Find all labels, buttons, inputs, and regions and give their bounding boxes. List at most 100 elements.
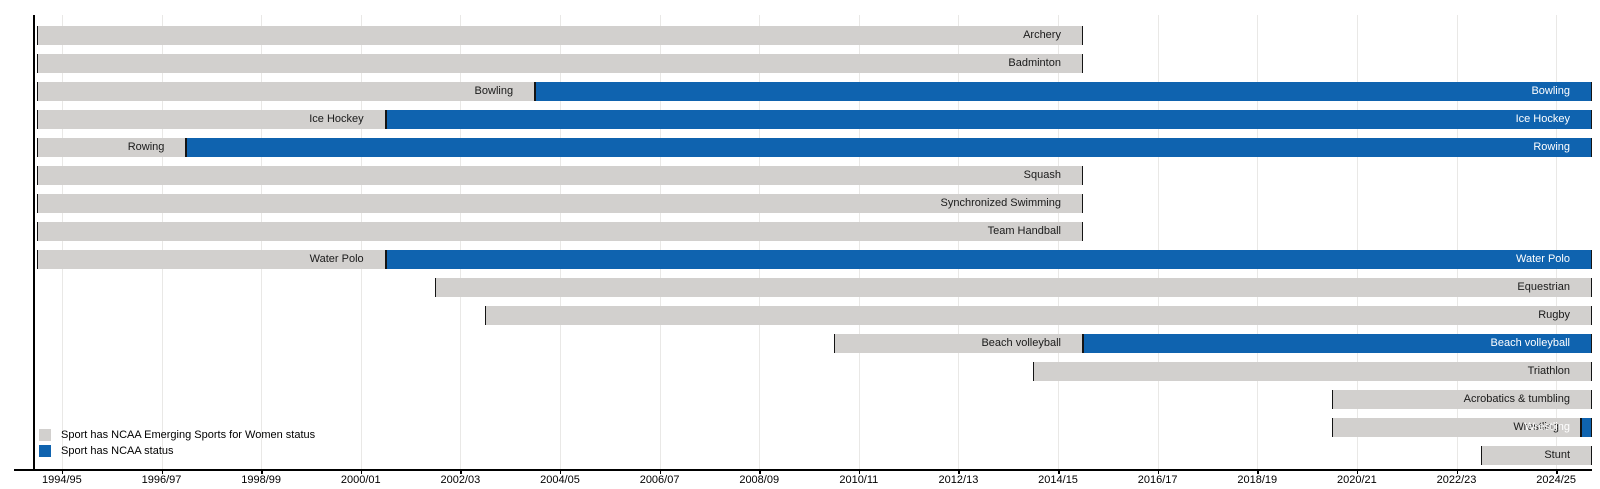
gridline <box>1257 15 1259 469</box>
emerging-bar-segment <box>36 249 386 269</box>
ncaa-bar-segment <box>385 109 1592 129</box>
bar-label: Wrestling <box>1513 420 1560 433</box>
gridline <box>61 15 63 469</box>
gridline <box>1456 15 1458 469</box>
emerging-bar-segment <box>36 221 1083 241</box>
x-tick-mark <box>958 469 960 474</box>
x-tick-mark <box>858 469 861 474</box>
ncaa-bar-segment <box>1581 417 1592 437</box>
emerging-bar-segment <box>1332 417 1582 437</box>
x-tick-mark <box>1257 469 1259 474</box>
gridline <box>559 15 561 469</box>
x-tick-mark <box>61 469 64 474</box>
timeline-row-rugby: Rugby <box>33 305 1592 325</box>
bar-label: Rowing <box>1533 140 1570 153</box>
x-tick-mark <box>261 469 263 474</box>
bar-label: Water Polo <box>1515 252 1570 265</box>
x-tick-mark <box>559 469 562 474</box>
ncaa-bar-segment <box>186 137 1592 157</box>
x-tick-mark <box>1157 469 1160 474</box>
x-tick-mark <box>161 469 163 474</box>
x-tick-label: 2000/01 <box>340 474 381 486</box>
x-tick-label: 2022/23 <box>1436 474 1477 486</box>
bar-label: Rowing <box>127 140 165 153</box>
bar-label: Rugby <box>1538 308 1570 321</box>
emerging-bar-segment <box>1033 361 1592 381</box>
ncaa-bar-segment <box>1082 333 1592 353</box>
x-tick-mark <box>1556 469 1558 474</box>
timeline-row-bowling: Bowling Bowling <box>33 81 1592 101</box>
bar-label: Beach volleyball <box>1490 336 1571 349</box>
x-tick-label: 1996/97 <box>141 474 182 486</box>
timeline-row-squash: Squash <box>33 165 1592 185</box>
ncaa-bar-segment <box>385 249 1592 269</box>
bar-label: Archery <box>1023 28 1061 41</box>
timeline-row-team-handball: Team Handball <box>33 221 1592 241</box>
emerging-bar-segment <box>1481 445 1592 465</box>
timeline-row-acrobatics-tumbling: Acrobatics & tumbling <box>33 389 1592 409</box>
gridline <box>261 15 263 469</box>
legend-swatch-emerging <box>39 429 51 441</box>
emerging-bar-segment <box>485 305 1592 325</box>
bar-label: Acrobatics & tumbling <box>1463 392 1570 405</box>
x-tick-label: 2006/07 <box>639 474 680 486</box>
gridline <box>161 15 163 469</box>
emerging-bar-segment <box>435 277 1592 297</box>
x-tick-label: 2004/05 <box>540 474 580 486</box>
gridline <box>1356 15 1358 469</box>
x-tick-mark <box>1058 469 1060 474</box>
x-tick-label: 2024/25 <box>1536 474 1577 486</box>
x-tick-label: 2018/19 <box>1237 474 1278 486</box>
timeline-row-triathlon: Triathlon <box>33 361 1592 381</box>
gridline <box>360 15 362 469</box>
x-tick-label: 2008/09 <box>739 474 780 486</box>
gridline <box>659 15 661 469</box>
x-axis-line <box>14 469 1592 471</box>
x-tick-mark <box>1456 469 1459 474</box>
timeline-row-synchronized-swimming: Synchronized Swimming <box>33 193 1592 213</box>
x-tick-label: 2012/13 <box>938 474 979 486</box>
legend-label-ncaa: Sport has NCAA status <box>61 445 174 457</box>
plot-area: Archery Badminton Bowling Bowling Ice Hockey… <box>33 15 1592 469</box>
x-tick-label: 2016/17 <box>1137 474 1178 486</box>
timeline-row-beach-volleyball: Beach volleyball Beach volleyball <box>33 333 1592 353</box>
bar-label: Squash <box>1023 168 1061 181</box>
emerging-bar-segment <box>36 53 1083 73</box>
x-tick-mark <box>460 469 462 474</box>
x-tick-label: 1994/95 <box>41 474 82 486</box>
emerging-bar-segment <box>833 333 1083 353</box>
timeline-row-stunt: Stunt <box>33 445 1592 465</box>
x-tick-mark <box>759 469 761 474</box>
x-tick-mark <box>1356 469 1359 474</box>
x-tick-label: 2020/21 <box>1337 474 1377 486</box>
bar-label: Badminton <box>1008 56 1061 69</box>
bar-label: Triathlon <box>1527 364 1570 377</box>
gridline <box>858 15 860 469</box>
bar-label: Bowling <box>474 84 514 97</box>
gridline <box>759 15 761 469</box>
timeline-row-equestrian: Equestrian <box>33 277 1592 297</box>
legend-swatch-ncaa <box>39 445 51 457</box>
bar-label: Ice Hockey <box>309 112 364 125</box>
bar-label: Synchronized Swimming <box>940 196 1061 209</box>
x-tick-label: 1998/99 <box>241 474 281 486</box>
legend-item-ncaa: Sport has NCAA status <box>39 443 315 459</box>
bar-label: Wrestling <box>1524 420 1570 433</box>
gridline <box>1058 15 1060 469</box>
bar-label: Beach volleyball <box>981 336 1061 349</box>
emerging-bar-segment <box>36 165 1083 185</box>
bar-label: Stunt <box>1544 448 1570 461</box>
bar-label: Water Polo <box>309 252 364 265</box>
x-tick-mark <box>360 469 363 474</box>
bar-label: Team Handball <box>987 224 1061 237</box>
timeline-row-water-polo: Water Polo Water Polo <box>33 249 1592 269</box>
y-axis-spine <box>33 15 35 471</box>
gridline <box>460 15 462 469</box>
bar-label: Equestrian <box>1517 280 1570 293</box>
emerging-bar-segment <box>36 25 1083 45</box>
timeline-row-archery: Archery <box>33 25 1592 45</box>
timeline-row-ice-hockey: Ice Hockey Ice Hockey <box>33 109 1592 129</box>
emerging-bar-segment <box>36 81 536 101</box>
legend-label-emerging: Sport has NCAA Emerging Sports for Women… <box>61 429 316 441</box>
